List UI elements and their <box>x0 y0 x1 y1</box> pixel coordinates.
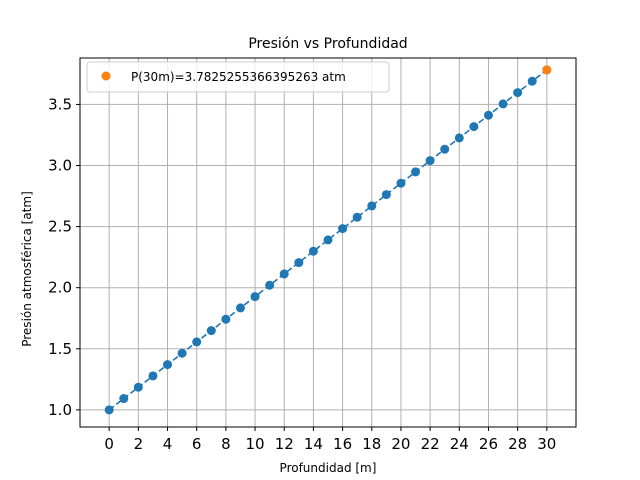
axes-frame <box>79 57 577 428</box>
chart-title: Presión vs Profundidad <box>248 36 407 52</box>
data-point <box>221 314 231 324</box>
x-tick-label: 30 <box>537 435 556 453</box>
x-tick-label: 16 <box>333 435 352 453</box>
data-point <box>352 212 362 222</box>
ticks: 0 2 4 6 8 10 12 14 16 18 20 22 24 26 28 301.01.52.02.53… <box>48 95 556 453</box>
x-tick-label: 8 <box>221 435 231 453</box>
data-point <box>148 371 158 381</box>
x-tick-label: 24 <box>450 435 469 453</box>
y-tick-label: 1.5 <box>48 340 72 358</box>
data-point <box>411 167 421 177</box>
x-tick-label: 18 <box>362 435 381 453</box>
x-tick-label: 22 <box>421 435 440 453</box>
x-tick-label: 12 <box>275 435 294 453</box>
grid <box>80 58 576 427</box>
data-point <box>498 99 508 109</box>
y-tick-label: 3.0 <box>48 157 72 175</box>
x-tick-label: 20 <box>391 435 410 453</box>
data-point <box>469 122 479 132</box>
y-tick-label: 2.0 <box>48 279 72 297</box>
x-tick-label: 14 <box>304 435 323 453</box>
y-tick-label: 1.0 <box>48 401 72 419</box>
data-point <box>454 133 464 143</box>
series-layer <box>104 65 552 415</box>
y-axis-label: Presión atmosférica [atm] <box>20 191 34 347</box>
data-point <box>104 405 114 415</box>
data-point <box>527 76 537 86</box>
data-point <box>367 201 377 211</box>
data-point <box>279 269 289 279</box>
x-tick-label: 0 <box>104 435 114 453</box>
y-tick-label: 3.5 <box>48 95 72 113</box>
data-point <box>133 382 143 392</box>
x-tick-label: 26 <box>479 435 498 453</box>
y-tick-label: 2.5 <box>48 218 72 236</box>
data-point <box>265 280 275 290</box>
data-point <box>192 337 202 347</box>
data-point <box>163 360 173 370</box>
data-point <box>206 326 216 336</box>
x-tick-label: 2 <box>134 435 144 453</box>
data-point <box>323 235 333 245</box>
x-axis-label: Profundidad [m] <box>280 461 377 475</box>
data-point <box>294 258 304 268</box>
data-point <box>381 190 391 200</box>
data-point <box>308 246 318 256</box>
legend-box <box>86 61 390 93</box>
legend-label: P(30m)=3.7825255366395263 atm <box>131 70 346 84</box>
data-point <box>425 156 435 166</box>
data-point <box>483 110 493 120</box>
data-point <box>338 224 348 234</box>
x-tick-label: 28 <box>508 435 527 453</box>
x-tick-label: 10 <box>246 435 265 453</box>
data-point <box>396 178 406 188</box>
data-point <box>440 144 450 154</box>
legend-marker <box>101 71 111 81</box>
data-point <box>235 303 245 313</box>
highlight-point <box>542 65 552 75</box>
x-tick-label: 4 <box>163 435 173 453</box>
data-point <box>513 88 523 98</box>
data-point <box>250 292 260 302</box>
data-point <box>119 394 129 404</box>
data-point <box>177 348 187 358</box>
legend: P(30m)=3.7825255366395263 atm <box>86 61 390 93</box>
x-tick-label: 6 <box>192 435 202 453</box>
